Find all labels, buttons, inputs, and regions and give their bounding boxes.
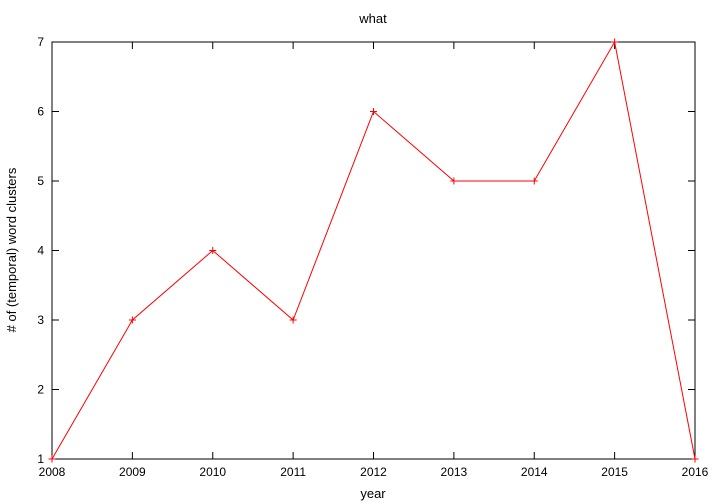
data-point-marker [370, 108, 377, 115]
y-tick-label: 4 [37, 244, 44, 258]
x-tick-label: 2016 [682, 465, 709, 479]
x-tick-label: 2009 [119, 465, 146, 479]
data-point-marker [450, 177, 458, 185]
chart-title: what [358, 11, 387, 26]
x-axis-title: year [360, 486, 386, 501]
y-tick-label: 5 [37, 174, 44, 188]
plot-frame [51, 41, 696, 460]
data-point-marker [691, 455, 699, 463]
x-tick-label: 2014 [521, 465, 548, 479]
x-tick-label: 2008 [39, 465, 66, 479]
y-tick-label: 3 [37, 313, 44, 327]
y-tick-label: 7 [37, 35, 44, 49]
series-line [51, 40, 696, 460]
y-tick-label: 1 [37, 452, 44, 466]
data-point-marker [611, 38, 619, 46]
x-tick-label: 2012 [360, 465, 387, 479]
y-tick-label: 6 [37, 105, 44, 119]
x-tick-label: 2015 [601, 465, 628, 479]
x-tick-label: 2011 [280, 465, 306, 479]
x-tick-label: 2013 [441, 465, 468, 479]
series-layer [48, 38, 699, 463]
data-point-marker [289, 316, 297, 324]
y-axis-title: # of (temporal) word clusters [4, 167, 19, 332]
data-point-marker [48, 455, 56, 463]
y-axis: 1 2 3 4 5 6 7 [37, 35, 695, 466]
y-tick-label: 2 [37, 383, 44, 397]
x-tick-label: 2010 [199, 465, 226, 479]
data-point-marker [530, 177, 538, 185]
x-axis: 2008 2009 2010 2011 2012 2013 2014 2015 2016 [39, 42, 709, 479]
data-point-marker [209, 247, 217, 254]
data-point-marker [128, 316, 136, 324]
